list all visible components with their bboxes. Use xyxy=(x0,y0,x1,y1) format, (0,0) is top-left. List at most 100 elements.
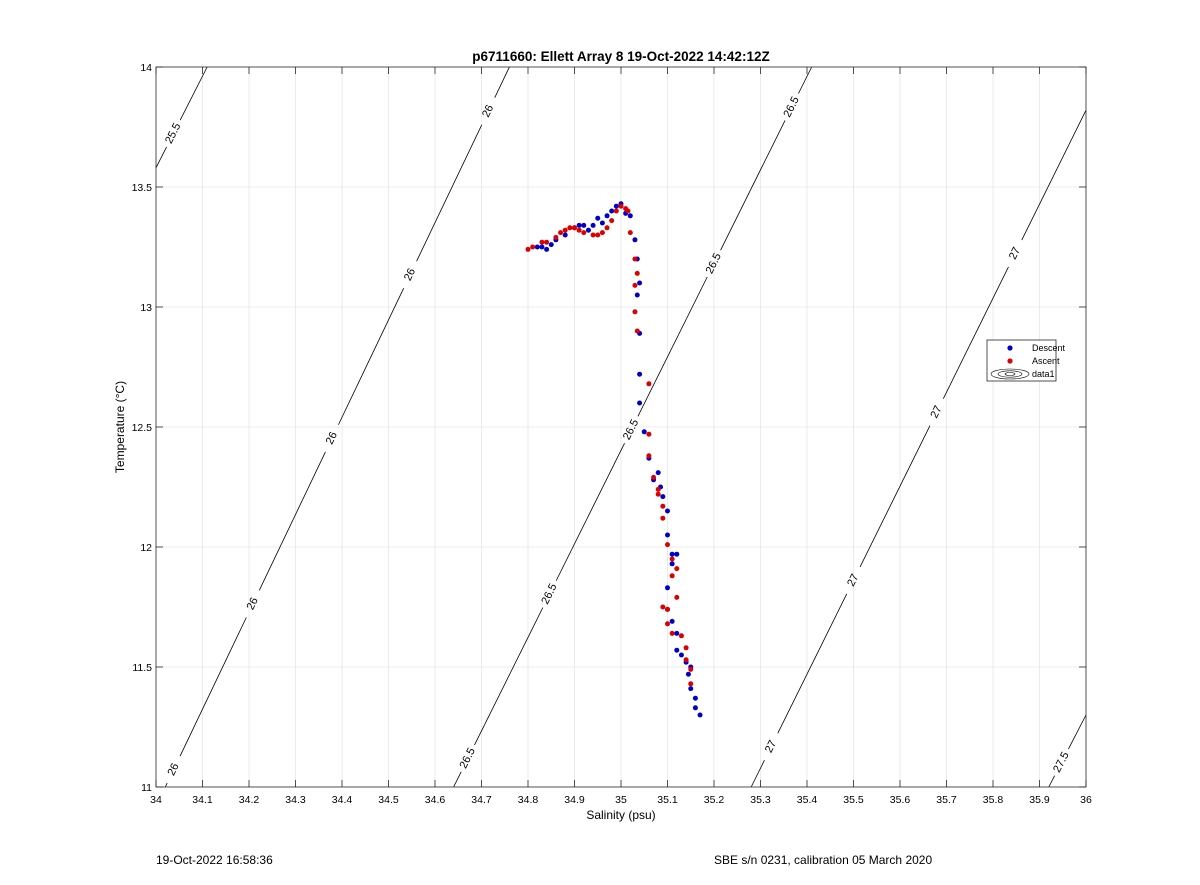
descent-point xyxy=(692,695,698,701)
contour-label: 27 xyxy=(928,404,944,420)
ascent-point xyxy=(655,491,661,497)
ascent-point xyxy=(646,453,652,459)
contour-sigma-27: 27 27 27 27 xyxy=(750,110,1087,788)
descent-point xyxy=(544,246,550,252)
ascent-point xyxy=(632,282,638,288)
y-tick-label: 13.5 xyxy=(132,182,153,194)
ascent-point xyxy=(567,225,573,231)
legend-ascent-label: Ascent xyxy=(1032,356,1060,366)
ascent-point xyxy=(655,486,661,492)
ascent-point xyxy=(604,225,610,231)
ascent-point xyxy=(665,606,670,612)
descent-point xyxy=(655,470,661,476)
descent-point xyxy=(634,292,640,298)
ascent-point xyxy=(613,208,619,214)
ascent-point xyxy=(665,621,670,627)
descent-point xyxy=(692,705,698,711)
y-axis-label: Temperature (°C) xyxy=(113,381,127,473)
descent-point xyxy=(637,400,643,406)
ascent-point xyxy=(688,681,694,687)
descent-point xyxy=(685,671,691,677)
ascent-point xyxy=(669,573,675,579)
ascent-point xyxy=(609,218,615,224)
descent-point xyxy=(688,686,694,692)
ascent-point xyxy=(572,225,577,231)
ascent-point xyxy=(599,230,605,236)
series-ascent xyxy=(525,203,694,687)
ascent-point xyxy=(632,256,638,262)
descent-point xyxy=(674,551,680,557)
descent-point xyxy=(669,561,675,567)
descent-point xyxy=(590,222,596,228)
contour-label: 26 xyxy=(480,103,496,119)
ascent-point xyxy=(683,645,689,651)
ascent-point xyxy=(669,556,675,562)
contour-segment xyxy=(453,771,462,788)
ascent-point xyxy=(651,474,657,480)
legend-contour-icon xyxy=(990,368,1030,380)
ascent-point xyxy=(627,230,633,236)
descent-point xyxy=(609,208,615,214)
ascent-point xyxy=(525,246,531,252)
data-series xyxy=(525,201,703,718)
timestamp-footer: 19-Oct-2022 16:58:36 xyxy=(156,853,273,867)
contour-segment xyxy=(258,451,326,591)
x-tick-label: 34.1 xyxy=(192,794,213,806)
descent-point xyxy=(599,220,605,226)
chart-title: p6711660: Ellett Array 8 19-Oct-2022 14:… xyxy=(472,49,769,64)
x-tick-label: 35.8 xyxy=(983,794,1004,806)
contour-segment xyxy=(555,443,625,581)
ascent-point xyxy=(665,542,670,548)
axis-ticks: 34 34.1 34.2 34.3 34.4 34.5 34.6 34.7 34.8 34.9 35… xyxy=(132,62,1092,806)
ascent-point xyxy=(634,328,640,334)
descent-point xyxy=(674,630,680,636)
ascent-point xyxy=(683,657,689,663)
x-tick-label: 34.3 xyxy=(285,794,306,806)
contour-segment xyxy=(155,146,167,168)
descent-point xyxy=(627,213,633,219)
x-tick-label: 34.2 xyxy=(239,794,260,806)
descent-point xyxy=(669,618,675,624)
contour-segment xyxy=(798,66,813,94)
legend: Descent Ascent data1 xyxy=(986,339,1066,382)
contour-segment xyxy=(179,617,247,757)
x-tick-label: 34.7 xyxy=(471,794,492,806)
x-axis-label: Salinity (psu) xyxy=(586,808,655,822)
x-tick-label: 34.5 xyxy=(378,794,399,806)
calibration-footer: SBE s/n 0231, calibration 05 March 2020 xyxy=(714,853,933,867)
contour-label: 27 xyxy=(763,739,779,755)
x-tick-label: 34.9 xyxy=(564,794,585,806)
x-tick-label: 35.9 xyxy=(1029,794,1050,806)
contour-segment xyxy=(1021,110,1087,241)
ascent-point xyxy=(660,604,666,610)
x-tick-label: 35 xyxy=(615,794,627,806)
x-tick-label: 34.4 xyxy=(332,794,353,806)
y-tick-label: 12 xyxy=(140,542,152,554)
contour-label: 26 xyxy=(245,596,261,612)
descent-point xyxy=(562,232,568,238)
ascent-point xyxy=(553,234,559,240)
ascent-point xyxy=(530,244,536,250)
ascent-point xyxy=(674,566,680,572)
contour-segment xyxy=(338,288,405,425)
ascent-point xyxy=(625,208,631,214)
y-tick-label: 11.5 xyxy=(132,662,152,674)
ascent-point xyxy=(674,594,680,600)
ascent-point xyxy=(634,270,640,276)
y-tick-label: 13 xyxy=(140,302,152,314)
contour-label: 26 xyxy=(324,430,340,446)
descent-point xyxy=(641,429,647,435)
x-tick-label: 34 xyxy=(150,794,162,806)
descent-point xyxy=(678,652,684,658)
x-tick-label: 35.6 xyxy=(890,794,911,806)
contour-segment xyxy=(164,782,168,788)
descent-point xyxy=(669,551,675,557)
descent-point xyxy=(534,244,540,250)
ascent-point xyxy=(660,515,666,521)
ascent-point xyxy=(558,230,564,236)
ascent-point xyxy=(539,239,545,245)
series-descent xyxy=(534,201,703,718)
descent-point xyxy=(697,712,703,718)
descent-point xyxy=(665,585,670,591)
